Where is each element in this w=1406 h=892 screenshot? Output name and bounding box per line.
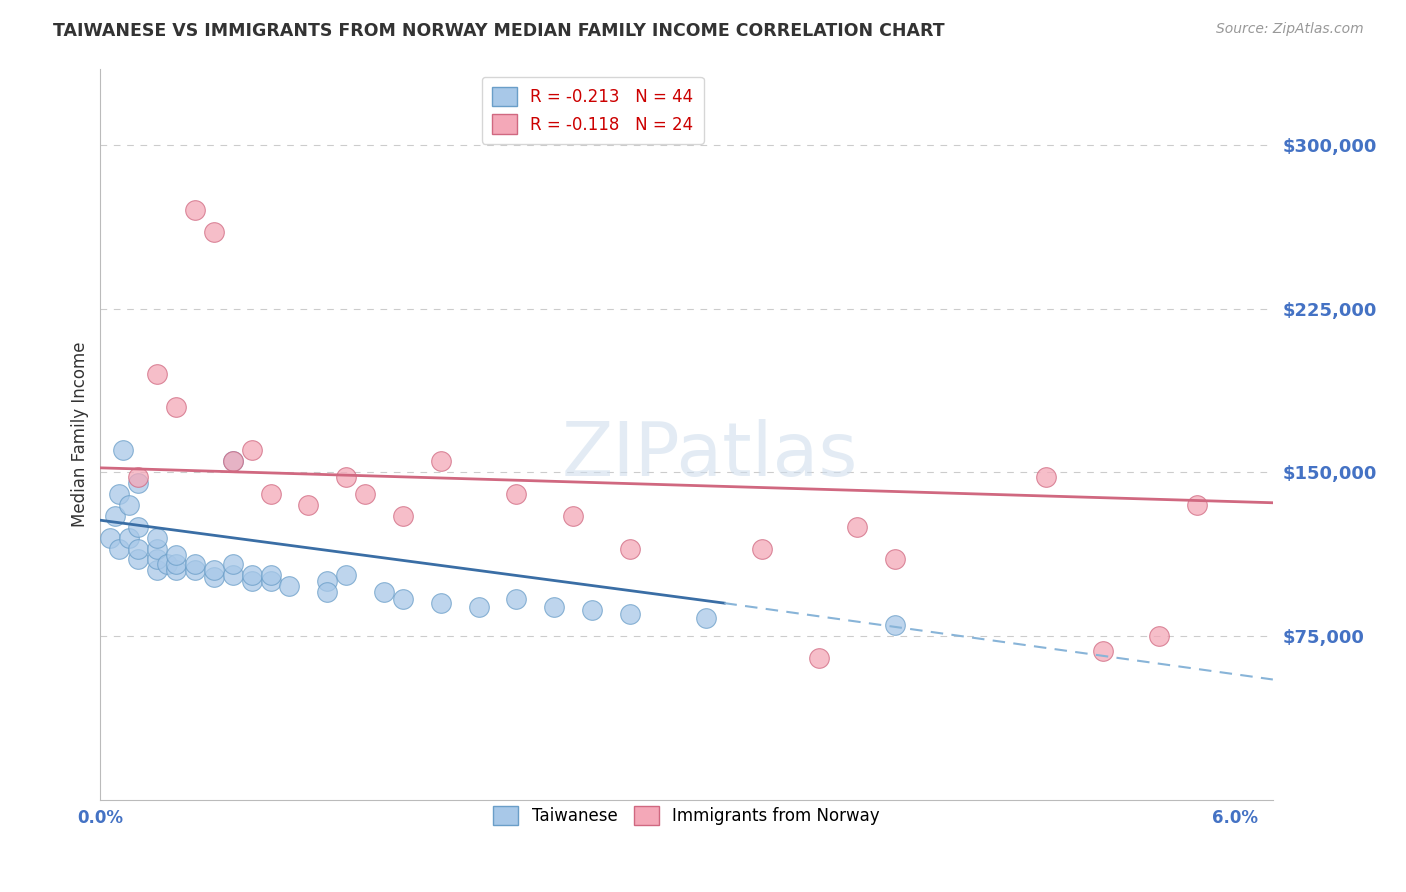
Y-axis label: Median Family Income: Median Family Income [72, 342, 89, 527]
Point [259, 567, 281, 582]
Text: ZIPatlas: ZIPatlas [562, 419, 858, 492]
Point [845, 520, 868, 534]
Point [883, 618, 905, 632]
Point [165, 557, 187, 571]
Point [354, 487, 377, 501]
Text: Source: ZipAtlas.com: Source: ZipAtlas.com [1216, 22, 1364, 37]
Point [155, 557, 177, 571]
Point [467, 600, 489, 615]
Point [146, 531, 169, 545]
Point [807, 650, 830, 665]
Point [429, 454, 451, 468]
Point [1091, 644, 1114, 658]
Text: TAIWANESE VS IMMIGRANTS FROM NORWAY MEDIAN FAMILY INCOME CORRELATION CHART: TAIWANESE VS IMMIGRANTS FROM NORWAY MEDI… [53, 22, 945, 40]
Point [316, 585, 339, 599]
Point [127, 541, 149, 556]
Point [619, 541, 641, 556]
Point [297, 498, 319, 512]
Point [259, 487, 281, 501]
Point [751, 541, 773, 556]
Point [562, 508, 585, 523]
Point [222, 454, 245, 468]
Point [1185, 498, 1208, 512]
Point [222, 454, 245, 468]
Point [118, 531, 141, 545]
Point [1149, 629, 1171, 643]
Point [695, 611, 717, 625]
Point [118, 498, 141, 512]
Point [543, 600, 565, 615]
Point [146, 552, 169, 566]
Point [202, 563, 225, 577]
Point [108, 541, 131, 556]
Point [108, 487, 131, 501]
Point [184, 563, 207, 577]
Point [165, 548, 187, 562]
Point [127, 476, 149, 491]
Point [127, 520, 149, 534]
Point [184, 557, 207, 571]
Legend: Taiwanese, Immigrants from Norway: Taiwanese, Immigrants from Norway [484, 796, 890, 835]
Point [146, 367, 169, 381]
Point [104, 508, 127, 523]
Point [392, 591, 415, 606]
Point [619, 607, 641, 621]
Point [222, 567, 245, 582]
Point [373, 585, 395, 599]
Point [505, 591, 527, 606]
Point [429, 596, 451, 610]
Point [240, 574, 263, 589]
Point [240, 567, 263, 582]
Point [127, 552, 149, 566]
Point [165, 563, 187, 577]
Point [146, 563, 169, 577]
Point [98, 531, 121, 545]
Point [581, 602, 603, 616]
Point [146, 541, 169, 556]
Point [392, 508, 415, 523]
Point [883, 552, 905, 566]
Point [112, 443, 135, 458]
Point [184, 203, 207, 218]
Point [202, 225, 225, 239]
Point [127, 469, 149, 483]
Point [1035, 469, 1057, 483]
Point [240, 443, 263, 458]
Point [202, 570, 225, 584]
Point [165, 400, 187, 414]
Point [316, 574, 339, 589]
Point [259, 574, 281, 589]
Point [335, 567, 357, 582]
Point [278, 579, 301, 593]
Point [335, 469, 357, 483]
Point [222, 557, 245, 571]
Point [505, 487, 527, 501]
